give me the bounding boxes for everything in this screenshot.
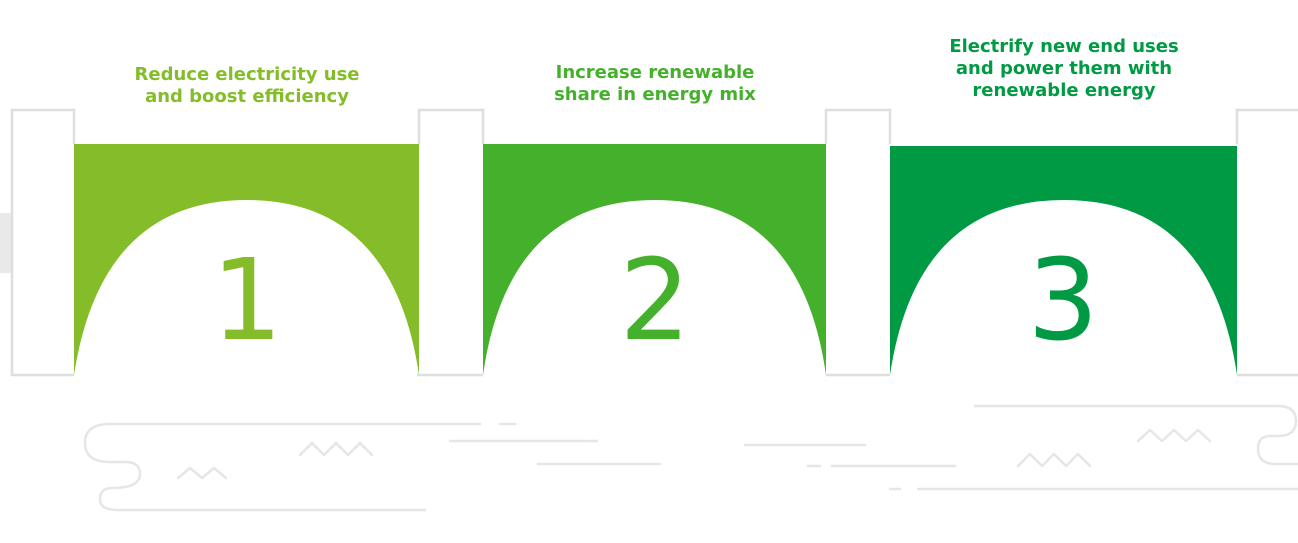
left-side-tab bbox=[0, 213, 12, 273]
step-3-title-line1: Electrify new end uses bbox=[949, 36, 1179, 57]
arch-segment-3 bbox=[890, 146, 1237, 375]
step-2-title-line1: Increase renewable bbox=[555, 62, 755, 83]
step-2-number: 2 bbox=[619, 236, 691, 366]
step-3-title-line3: renewable energy bbox=[972, 80, 1156, 101]
step-3-title-line2: and power them with bbox=[955, 58, 1173, 79]
step-1-number: 1 bbox=[211, 236, 283, 366]
step-2-title: Increase renewable share in energy mix bbox=[505, 62, 805, 106]
wave-small-1 bbox=[176, 466, 228, 480]
arch-segment-2 bbox=[483, 144, 826, 375]
step-1-title-line2: and boost efficiency bbox=[145, 86, 349, 107]
step-1-title-line1: Reduce electricity use bbox=[134, 64, 360, 85]
bridge-outline bbox=[10, 108, 1298, 377]
wave-small-4 bbox=[1136, 428, 1212, 443]
wave-small-3 bbox=[1016, 452, 1092, 468]
water-curl-left bbox=[83, 422, 482, 512]
step-1-title: Reduce electricity use and boost efficie… bbox=[97, 64, 397, 108]
water-curl-right bbox=[973, 404, 1298, 466]
arch-segment-1 bbox=[74, 144, 419, 375]
step-3-title: Electrify new end uses and power them wi… bbox=[914, 36, 1214, 102]
water-decoration bbox=[83, 404, 1298, 512]
step-2-title-line2: share in energy mix bbox=[554, 84, 756, 105]
wave-small-2 bbox=[298, 441, 374, 457]
step-3-number: 3 bbox=[1027, 236, 1099, 366]
